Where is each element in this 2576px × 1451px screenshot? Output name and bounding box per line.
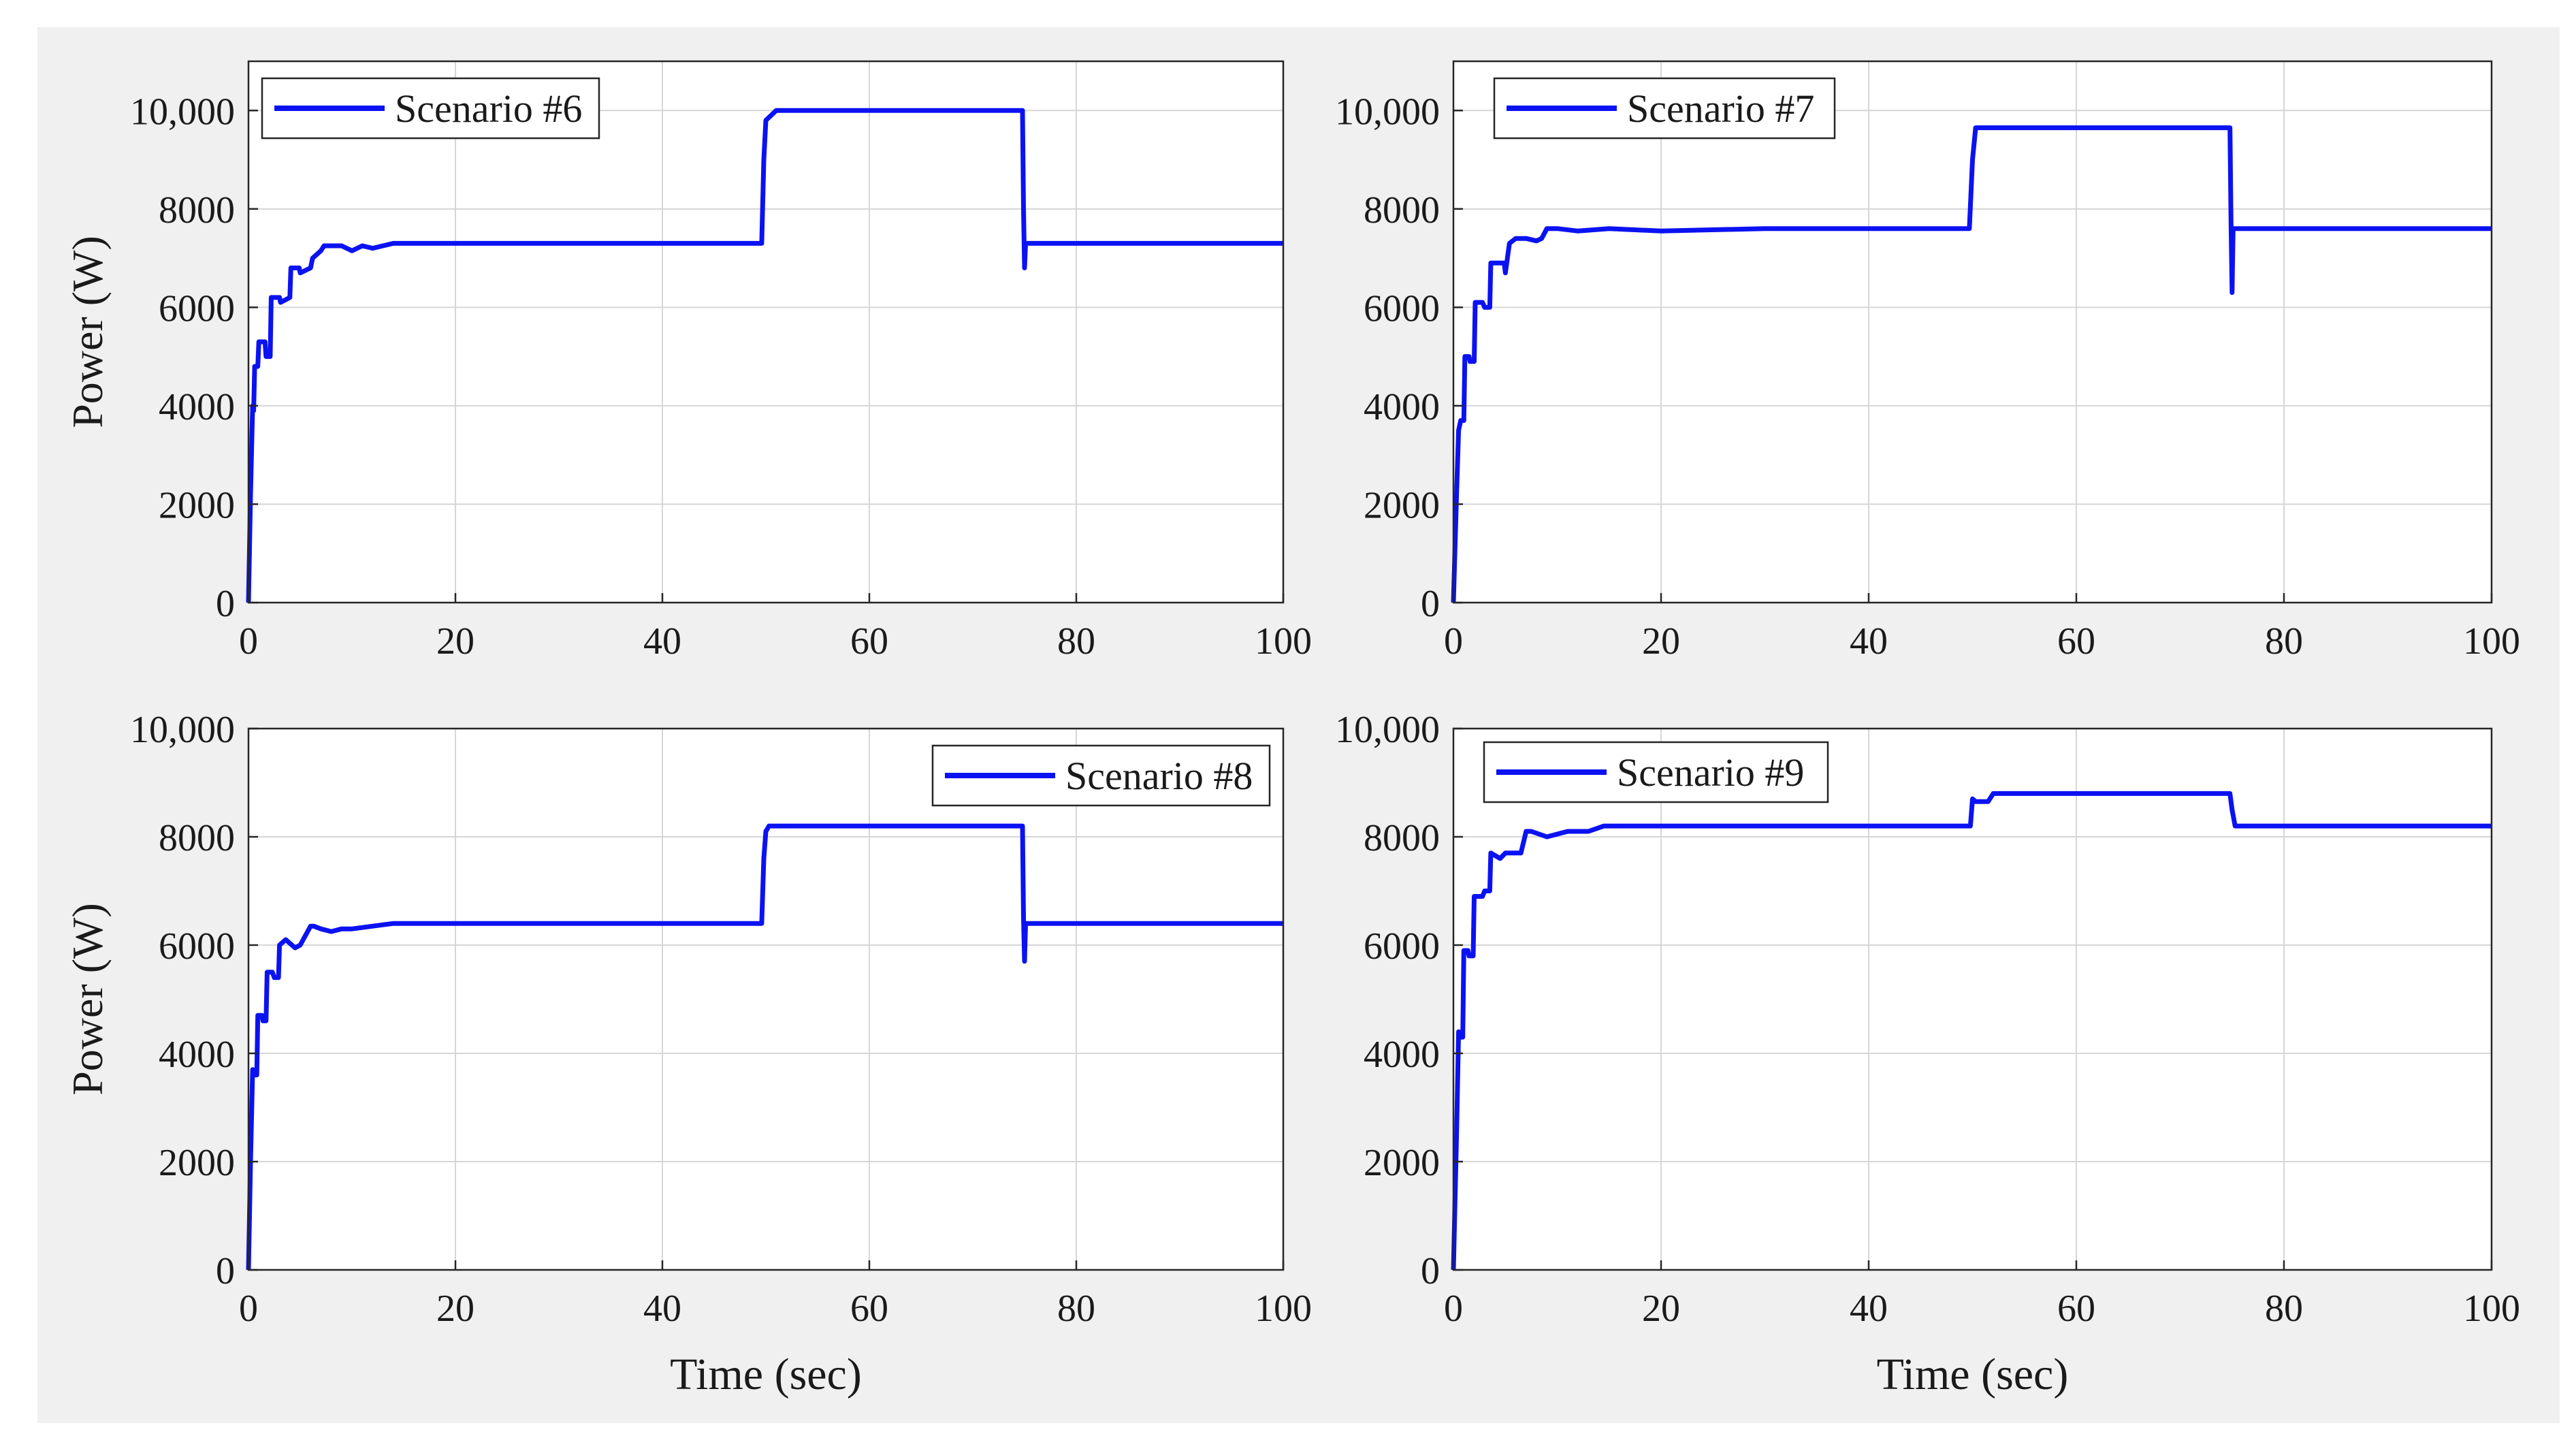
- x-tick-label: 60: [2057, 620, 2095, 663]
- y-tick-label: 0: [216, 1250, 235, 1292]
- x-tick-label: 80: [2265, 620, 2303, 663]
- y-tick-label: 6000: [1364, 287, 1440, 330]
- series-line-1: [1451, 791, 2492, 1271]
- x-tick-label: 100: [1255, 1288, 1312, 1330]
- series-line-1: [246, 108, 1283, 603]
- x-tick-label: 40: [643, 620, 681, 663]
- plot-area: [248, 729, 1283, 1270]
- x-tick-label: 60: [850, 1288, 888, 1330]
- chart-panel-2: 0 20 40 60 80 100 0 2000 4000 6000 8000 10,000 Scena…: [1335, 60, 2520, 663]
- x-axis-label: Time (sec): [1877, 1350, 2069, 1399]
- y-tick-label: 10,000: [130, 91, 235, 133]
- x-tick-label: 60: [2057, 1288, 2095, 1330]
- plot-frame: [1452, 727, 2493, 1271]
- y-tick-label: 10,000: [130, 709, 235, 751]
- series-line-1: [246, 823, 1283, 1271]
- x-tick-label: 80: [1057, 1288, 1095, 1330]
- y-tick-label: 8000: [159, 189, 235, 232]
- y-tick-label: 2000: [159, 1142, 235, 1184]
- x-tick-label: 0: [1444, 620, 1463, 663]
- y-tick-label: 8000: [159, 817, 235, 859]
- chart-panel-1: 0 20 40 60 80 100 0 2000 4000 6000 8000 10,000 Power…: [63, 60, 1312, 663]
- x-tick-label: 0: [1444, 1288, 1463, 1330]
- y-tick-label: 0: [1421, 583, 1440, 625]
- x-tick-label: 40: [643, 1288, 681, 1330]
- x-tick-label: 60: [850, 620, 888, 663]
- x-tick-label: 100: [1255, 620, 1312, 663]
- x-axis-label: Time (sec): [670, 1350, 862, 1399]
- y-tick-label: 10,000: [1335, 91, 1440, 133]
- legend-entry: Scenario #9: [1617, 750, 1804, 795]
- legend-entry: Scenario #6: [395, 86, 582, 131]
- y-tick-label: 10,000: [1335, 709, 1440, 751]
- y-tick-label: 4000: [1364, 1034, 1440, 1076]
- y-tick-label: 4000: [1364, 386, 1440, 428]
- x-tick-label: 40: [1850, 620, 1888, 663]
- x-tick-label: 20: [1642, 1288, 1680, 1330]
- legend: Scenario #8: [931, 744, 1271, 807]
- y-tick-label: 0: [1421, 1250, 1440, 1292]
- y-tick-label: 2000: [1364, 484, 1440, 526]
- x-tick-label: 100: [2463, 620, 2520, 663]
- y-tick-label: 6000: [1364, 925, 1440, 968]
- x-tick-label: 80: [1057, 620, 1095, 663]
- legend-entry: Scenario #8: [1065, 754, 1253, 798]
- legend: Scenario #9: [1483, 741, 1829, 803]
- plot-frame: [247, 727, 1285, 1271]
- legend-box: [931, 744, 1271, 807]
- y-tick-label: 6000: [159, 287, 235, 330]
- x-tick-label: 0: [239, 620, 258, 663]
- y-tick-label: 4000: [159, 1034, 235, 1076]
- x-tick-label: 100: [2463, 1288, 2520, 1330]
- y-tick-label: 8000: [1364, 189, 1440, 232]
- chart-panel-3: 0 20 40 60 80 100 0 2000 4000 6000 8000 10,000 Power…: [63, 709, 1312, 1399]
- legend-entry: Scenario #7: [1627, 86, 1814, 131]
- x-tick-label: 40: [1850, 1288, 1888, 1330]
- series-line-1: [1451, 125, 2492, 603]
- chart-panel-4: 0 20 40 60 80 100 0 2000 4000 6000 8000 10,000 Time …: [1335, 709, 2520, 1399]
- y-tick-label: 2000: [1364, 1142, 1440, 1184]
- y-axis-label: Power (W): [63, 236, 112, 428]
- x-tick-label: 0: [239, 1288, 258, 1330]
- plot-frame: [247, 60, 1285, 604]
- y-axis-label: Power (W): [63, 903, 112, 1096]
- y-tick-label: 6000: [159, 925, 235, 968]
- y-tick-label: 0: [216, 583, 235, 625]
- legend: Scenario #6: [261, 77, 600, 140]
- plot-frame: [1452, 60, 2493, 604]
- x-tick-label: 80: [2265, 1288, 2303, 1330]
- y-tick-label: 8000: [1364, 817, 1440, 859]
- x-tick-label: 20: [436, 1288, 474, 1330]
- legend: Scenario #7: [1493, 77, 1836, 140]
- y-tick-label: 4000: [159, 386, 235, 428]
- x-tick-label: 20: [1642, 620, 1680, 663]
- y-tick-label: 2000: [159, 484, 235, 526]
- x-tick-label: 20: [436, 620, 474, 663]
